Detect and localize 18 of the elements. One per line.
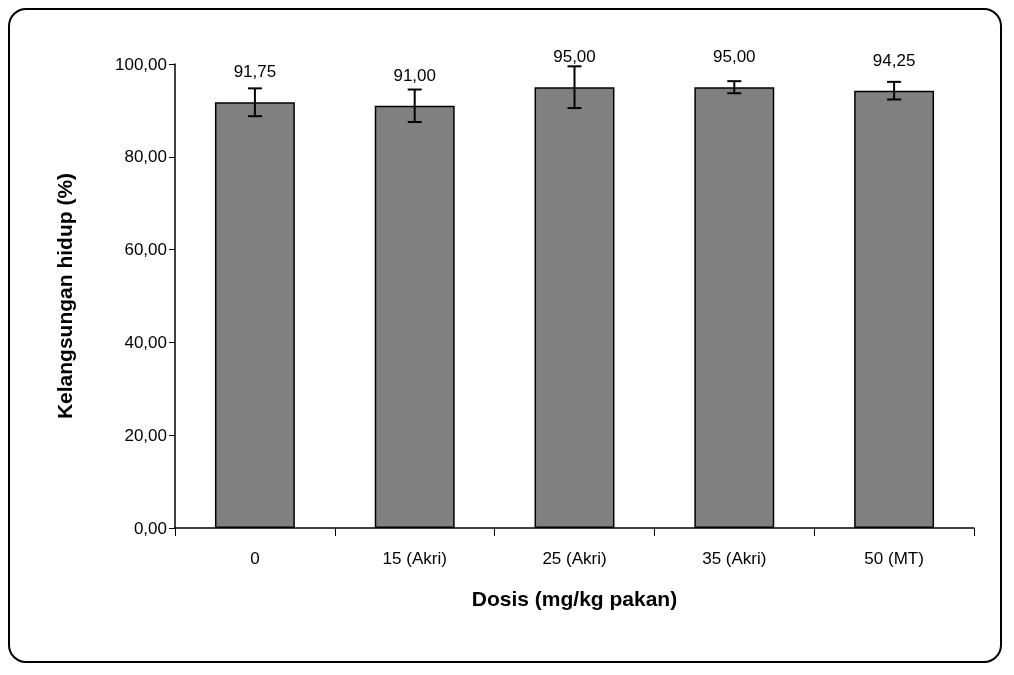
data-label: 91,75 [233, 62, 277, 82]
x-tick-label: 0 [250, 549, 260, 568]
x-axis-title: Dosis (mg/kg pakan) [471, 587, 678, 610]
x-tick-label: 35 (Akri) [702, 549, 767, 568]
x-tick-label: 25 (Akri) [542, 549, 607, 568]
data-label: 95,00 [713, 47, 756, 67]
y-tick-label: 20,00 [124, 425, 167, 445]
y-tick-label: 40,00 [124, 332, 167, 352]
data-label: 95,00 [553, 47, 596, 67]
y-tick-label: 0,00 [133, 518, 167, 538]
data-label: 94,25 [872, 50, 916, 70]
data-label: 91,00 [393, 65, 436, 85]
x-tick-label: 50 (MT) [864, 549, 924, 568]
y-axis-title: Kelangsungan hidup (%) [53, 172, 76, 420]
x-tick-label: 15 (Akri) [382, 549, 447, 568]
y-tick-label: 60,00 [124, 240, 167, 260]
y-tick-label: 80,00 [124, 147, 167, 167]
y-tick-label: 100,00 [115, 54, 167, 74]
